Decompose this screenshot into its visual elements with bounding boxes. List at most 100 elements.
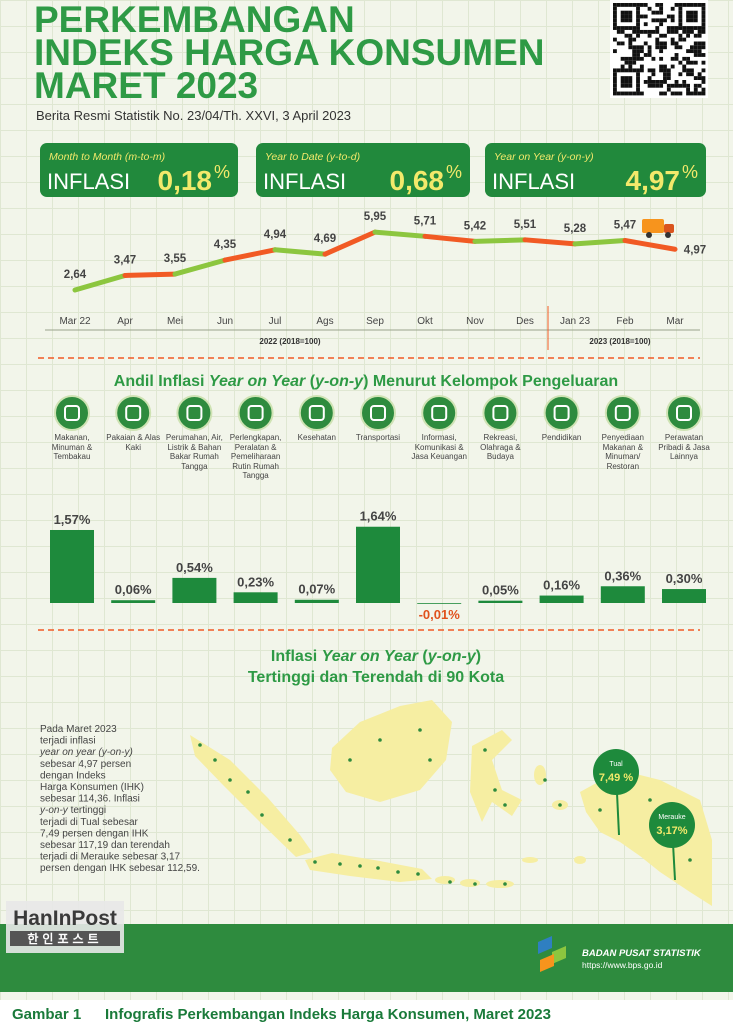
city-dot (246, 790, 250, 794)
qr-module (628, 76, 633, 80)
qr-module (697, 49, 702, 54)
qr-module (701, 80, 706, 84)
qr-module (701, 68, 706, 73)
text-span: terjadi di Tual sebesar (40, 817, 139, 828)
line-segment (322, 229, 378, 257)
qr-module (678, 60, 683, 65)
qr-module (613, 37, 617, 42)
qr-module (693, 14, 698, 19)
qr-module (678, 22, 683, 27)
qr-module (690, 26, 694, 30)
qr-module (643, 29, 648, 34)
qr-module (613, 83, 617, 88)
qr-module (686, 29, 690, 34)
category-icon (666, 395, 702, 431)
qr-module (632, 60, 637, 65)
qr-module (670, 26, 675, 30)
qr-module (701, 6, 706, 11)
section-title: Tertinggi dan Terendah di 90 Kota (248, 669, 504, 686)
category-icon-glyph (308, 405, 325, 421)
qr-module (636, 18, 640, 23)
qr-module (663, 41, 667, 46)
qr-module (647, 33, 652, 38)
qr-module (701, 41, 706, 46)
qr-module (678, 18, 683, 23)
qr-module (663, 91, 667, 96)
bar (356, 526, 400, 603)
qr-module (620, 18, 625, 23)
bps-logo (538, 936, 552, 954)
value-label: 4,97 (684, 244, 706, 256)
qr-module (674, 56, 679, 61)
text-span: sebesar 117,19 dan terendah (40, 840, 170, 851)
x-tick-label: Jun (217, 316, 233, 327)
category-icon-glyph (370, 405, 386, 421)
qr-module (659, 64, 664, 69)
category-label: Perumahan, Air, Listrik & Bahan Bakar Ru… (165, 433, 223, 471)
qr-module (690, 10, 694, 15)
qr-module (636, 14, 640, 19)
paragraph-line: terjadi di Tual sebesar (40, 817, 139, 828)
qr-module (701, 53, 706, 57)
qr-module (659, 68, 664, 73)
qr-module (659, 41, 664, 46)
qr-module (616, 29, 621, 34)
qr-module (690, 14, 694, 19)
qr-module (628, 45, 633, 50)
value-label: 4,69 (314, 233, 336, 245)
qr-module (666, 26, 671, 30)
qr-module (701, 26, 706, 30)
paragraph-line: dengan Indeks (40, 770, 106, 781)
qr-module (682, 37, 687, 42)
qr-module (697, 41, 702, 46)
period-label: 2022 (2018=100) (259, 337, 321, 346)
qr-module (620, 26, 625, 30)
bar (111, 600, 156, 603)
x-tick-label: Feb (616, 316, 634, 327)
qr-module (686, 26, 690, 30)
qr-module (632, 91, 637, 96)
category-icon-glyph (431, 405, 448, 421)
qr-module (678, 72, 683, 77)
qr-module (620, 14, 625, 19)
qr-module (628, 14, 633, 19)
qr-module (613, 10, 617, 15)
pin (649, 802, 695, 848)
value-label: 0,16% (543, 578, 580, 593)
pin (593, 749, 639, 795)
island (534, 765, 546, 785)
qr-module (624, 26, 629, 30)
qr-module (663, 33, 667, 38)
category-label: Makanan, Minuman & Tembakau (51, 433, 93, 461)
card-period: Year on Year (y-on-y) (494, 151, 594, 163)
text-span: Year on Year (209, 373, 306, 390)
paragraph-line: Pada Maret 2023 (40, 724, 117, 735)
qr-module (636, 56, 640, 61)
period-label: 2023 (2018=100) (589, 337, 651, 346)
qr-module (655, 83, 660, 88)
qr-module (632, 68, 637, 73)
qr-module (628, 56, 633, 61)
qr-module (701, 87, 706, 92)
truck-icon (642, 219, 664, 233)
qr-module (678, 26, 683, 30)
qr-module (686, 68, 690, 73)
qr-module (628, 26, 633, 30)
line-segment (172, 257, 228, 277)
truck-icon (664, 224, 674, 233)
qr-module (697, 83, 702, 88)
category-label: Informasi, Komunikasi & Jasa Keuangan (411, 433, 467, 461)
value-label: 5,95 (364, 211, 387, 223)
qr-module (670, 14, 675, 19)
qr-module (670, 41, 675, 46)
qr-module (628, 80, 633, 84)
watermark-name: HanInPost (13, 907, 117, 930)
qr-module (674, 41, 679, 46)
paragraph-line: year on year (y-on-y) (39, 747, 133, 758)
card-unit: % (214, 162, 230, 182)
qr-module (686, 18, 690, 23)
qr-module (613, 72, 617, 77)
qr-module (659, 56, 664, 61)
footer-url: https://www.bps.go.id (582, 960, 663, 970)
qr-module (697, 72, 702, 77)
